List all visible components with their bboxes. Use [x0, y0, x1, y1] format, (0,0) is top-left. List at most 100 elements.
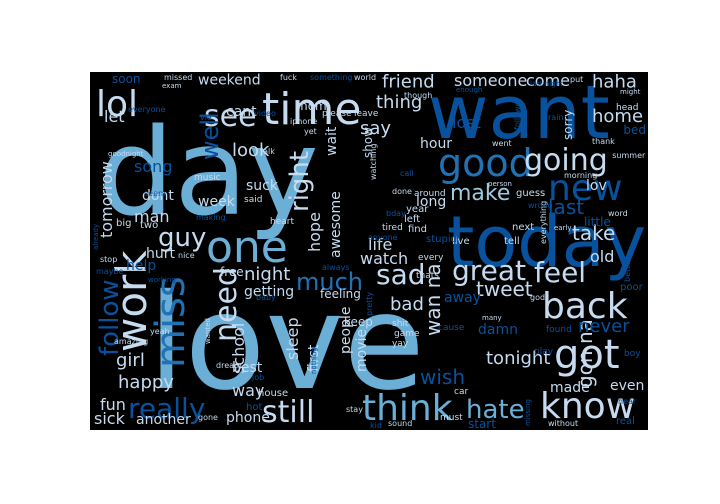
- word-yeah: yeah: [150, 327, 170, 336]
- word-sound: sound: [388, 419, 412, 428]
- word-bad: bad: [390, 294, 424, 315]
- word-stop: stop: [100, 255, 117, 264]
- word-got: got: [554, 332, 620, 378]
- word-life: life: [368, 235, 392, 254]
- word-find: find: [408, 224, 427, 235]
- word-girl: girl: [116, 350, 145, 371]
- word-music: music: [194, 173, 221, 183]
- word-sick: sick: [94, 409, 126, 428]
- word-anyone: anyone: [368, 233, 398, 242]
- word-leave: leave: [354, 109, 379, 119]
- word-one: one: [206, 222, 288, 273]
- word-know: know: [540, 386, 635, 427]
- word-tweet: tweet: [476, 277, 533, 301]
- word-happy: happy: [118, 372, 174, 393]
- word-made: made: [550, 380, 590, 396]
- word-guy: guy: [158, 223, 206, 253]
- word-bday: bday: [386, 209, 406, 218]
- word-hour: hour: [420, 136, 452, 152]
- word-lol: lol: [96, 84, 138, 125]
- word-time: time: [262, 84, 361, 135]
- word-via: via: [200, 113, 212, 122]
- word-thank: thank: [592, 137, 615, 146]
- word-free: free: [220, 265, 244, 279]
- word-start: start: [468, 417, 496, 431]
- word-feeling: feeling: [320, 287, 361, 301]
- word-someone: someone: [454, 71, 527, 90]
- word-long: long: [416, 194, 446, 210]
- word-yay: yay: [392, 339, 409, 349]
- word-lov: lov: [586, 178, 607, 194]
- word-follow: follow: [95, 279, 125, 356]
- word-god: god: [530, 293, 545, 302]
- word-sleep: sleep: [283, 317, 302, 360]
- word-heart: heart: [270, 217, 294, 227]
- word-around: around: [414, 189, 446, 199]
- word-hate: hate: [466, 395, 525, 425]
- word-follower: follower: [513, 97, 522, 130]
- word-haha: haha: [592, 72, 637, 93]
- word-might: might: [620, 88, 641, 96]
- word-great: great: [452, 254, 526, 287]
- word-stupid: stupid: [426, 234, 457, 245]
- word-put: put: [570, 75, 583, 84]
- word-found: found: [546, 325, 572, 335]
- word-game: game: [394, 329, 420, 339]
- word-guess: guess: [516, 188, 545, 199]
- word-song: song: [134, 157, 172, 176]
- word-maybe: maybe: [96, 267, 124, 276]
- word-fuck: fuck: [280, 73, 297, 82]
- word-gon-na: gon na: [573, 319, 597, 388]
- word-pretty: pretty: [365, 292, 374, 316]
- word-let: let: [104, 107, 125, 126]
- word-cause: cause: [438, 323, 465, 333]
- word-feel: feel: [534, 256, 586, 289]
- word-early: early: [554, 224, 572, 232]
- word-nothing: nothing: [310, 347, 318, 374]
- word-poor: poor: [620, 282, 644, 293]
- word-missed: missed: [164, 73, 192, 82]
- word-lost: lost: [452, 113, 481, 132]
- word-think: think: [362, 388, 453, 429]
- word-amazing: amazing: [114, 337, 148, 346]
- word-people: people: [338, 307, 354, 354]
- word-goodnight: goodnight: [108, 150, 144, 158]
- word-though: though: [404, 91, 432, 100]
- word-year: year: [406, 204, 429, 215]
- word-play: play: [534, 347, 554, 357]
- word-week: week: [198, 194, 236, 210]
- word-still: still: [262, 395, 314, 430]
- word-take: take: [572, 221, 615, 245]
- word-iphone: iphone: [290, 117, 317, 126]
- word-back: back: [542, 286, 628, 327]
- word-gone: gone: [198, 413, 218, 422]
- word-well: well: [196, 112, 224, 160]
- word-mom: mom: [296, 99, 327, 113]
- word-talk: talk: [260, 147, 275, 156]
- word-another: another: [136, 412, 191, 428]
- word-much: much: [296, 268, 363, 296]
- word-already: already: [92, 224, 100, 250]
- word-weekend: weekend: [198, 73, 261, 89]
- word-shit: shit: [392, 319, 409, 329]
- word-must: must: [440, 413, 463, 423]
- word-hear: hear: [618, 397, 637, 406]
- word-friend: friend: [382, 72, 435, 93]
- word-new: new: [548, 168, 622, 209]
- word-wrong: wrong: [528, 201, 553, 210]
- word-man: man: [134, 207, 170, 226]
- word-bed: bed: [623, 123, 646, 137]
- word-hope: hope: [305, 212, 324, 252]
- word-miss: miss: [148, 276, 194, 368]
- word-last: last: [548, 195, 584, 219]
- word-little: little: [584, 215, 611, 229]
- cloud-background: [90, 72, 648, 430]
- word-fun: fun: [100, 395, 126, 414]
- word-missing: missing: [524, 399, 532, 426]
- word-exam: exam: [162, 82, 182, 90]
- word-help: help: [126, 258, 156, 274]
- word-real: real: [616, 416, 635, 427]
- word-hot: hot: [246, 402, 262, 413]
- word-wish: wish: [420, 365, 465, 389]
